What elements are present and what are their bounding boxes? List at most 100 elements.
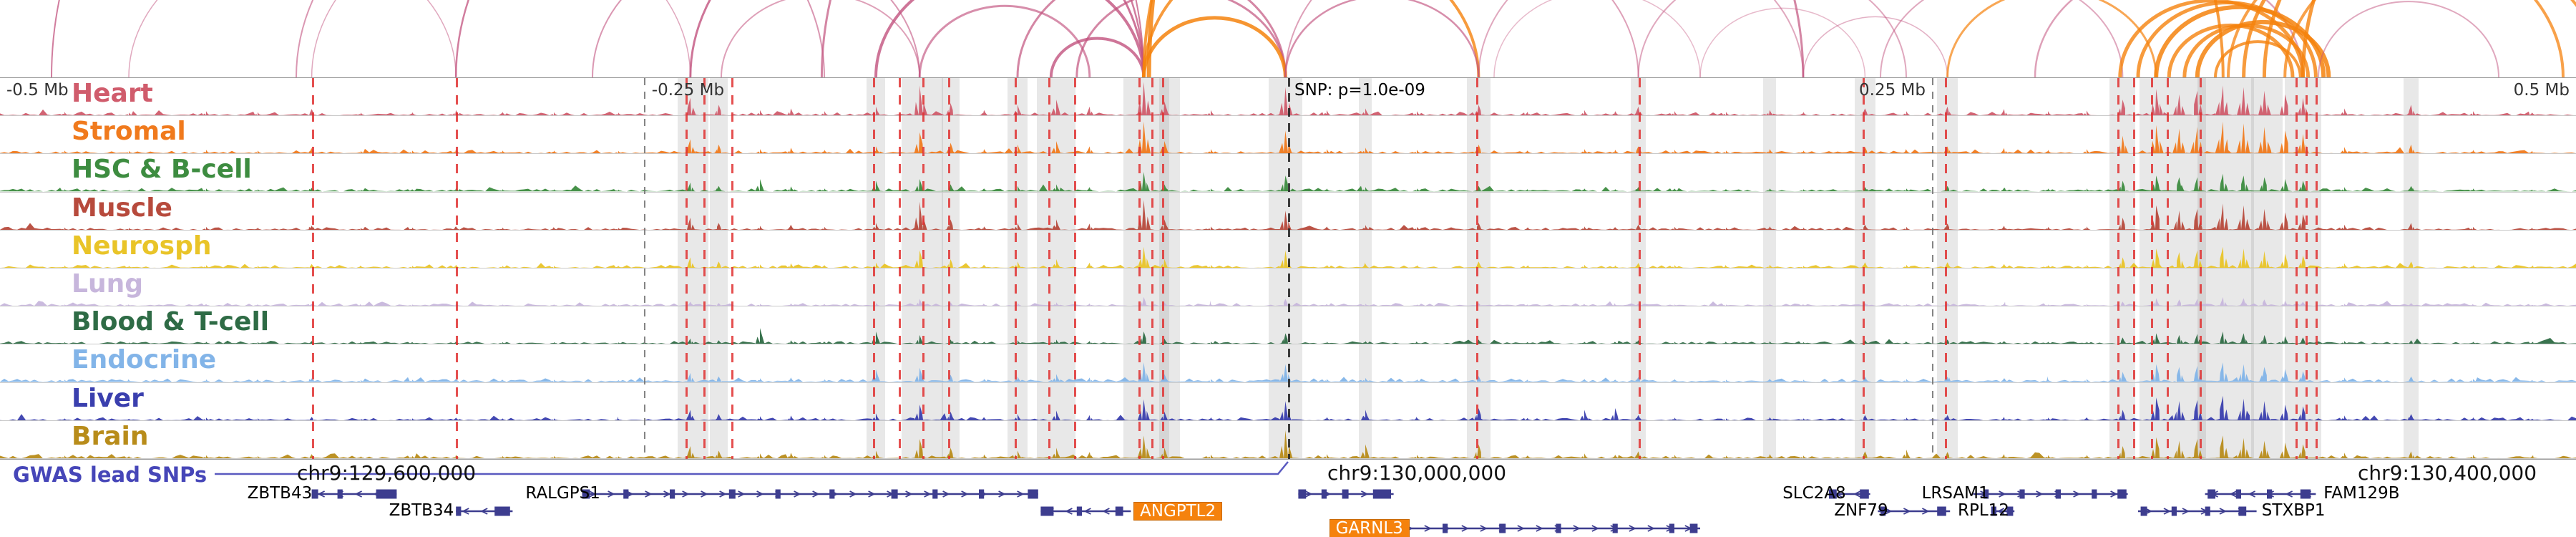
- gwas-snp-line: [456, 78, 459, 459]
- gene-annotation-track: ZBTB43 RALGPS1 SLC2A8 LRSAM1 FAM129B ZBTB34 AN…: [0, 485, 2576, 537]
- gene-label-ralgps1[interactable]: RALGPS1: [525, 484, 600, 503]
- gene-glyph-ralgps1[interactable]: [582, 489, 1038, 499]
- gwas-snp-line: [703, 78, 706, 459]
- chromatin-arc: [311, 0, 691, 77]
- chromatin-arc: [1049, 37, 1146, 77]
- chromatin-arc: [2227, 0, 2565, 77]
- chromatin-arc: [1075, 0, 1287, 77]
- highlight-band: [1359, 78, 1372, 459]
- scale-label: 0.5 Mb: [2513, 81, 2570, 100]
- track-label[interactable]: Liver: [72, 383, 144, 413]
- track-label[interactable]: Brain: [72, 421, 149, 451]
- gwas-snp-line: [2117, 78, 2120, 459]
- gene-glyph-lrsam1[interactable]: [1973, 489, 2128, 499]
- gene-glyph[interactable]: [1298, 489, 1394, 499]
- mb-gridline: [1932, 78, 1933, 459]
- chromatin-arc: [918, 4, 1091, 77]
- chromatin-arc: [1699, 7, 1866, 77]
- mb-gridline: [644, 78, 645, 459]
- chromatin-arc: [1946, 0, 2157, 77]
- signal-tracks-panel: Heart Stromal HSC & B-cell Muscle Neurosph Lu…: [0, 77, 2576, 460]
- gwas-snp-line: [1048, 78, 1051, 459]
- gwas-snp-line: [311, 78, 314, 459]
- track-label[interactable]: HSC & B-cell: [72, 155, 252, 185]
- gene-glyph-garnl3[interactable]: [1398, 523, 1700, 533]
- gene-glyph-zbtb43[interactable]: [311, 489, 397, 499]
- chromatin-arc: [1284, 0, 1639, 77]
- gene-label-znf79[interactable]: ZNF79: [1834, 501, 1888, 520]
- gwas-snp-line: [2166, 78, 2169, 459]
- track-label[interactable]: Stromal: [72, 117, 186, 147]
- gwas-snp-line: [731, 78, 734, 459]
- chromatin-arc: [1146, 0, 1156, 77]
- gene-label-slc2a8[interactable]: SLC2A8: [1782, 484, 1846, 503]
- gwas-snp-line: [685, 78, 688, 459]
- gene-label-zbtb43[interactable]: ZBTB43: [247, 484, 313, 503]
- chromatin-arc: [874, 0, 1146, 77]
- highlight-band: [1937, 78, 1958, 459]
- coordinate-label: chr9:130,400,000: [2357, 461, 2537, 485]
- chromatin-arc: [51, 0, 1145, 77]
- track-label[interactable]: Lung: [72, 268, 143, 299]
- highlight-band: [709, 78, 728, 459]
- gwas-snp-line: [2151, 78, 2153, 459]
- coordinate-label: chr9:129,600,000: [296, 461, 477, 485]
- chromatin-arc: [128, 0, 457, 77]
- gene-glyph-slc2a8[interactable]: [1829, 489, 1870, 499]
- chromatin-arc: [1637, 0, 1907, 77]
- track-label[interactable]: Neurosph: [72, 231, 212, 261]
- gwas-snp-line: [1015, 78, 1018, 459]
- gwas-lead-snps-label: GWAS lead SNPs: [13, 463, 208, 487]
- gene-label-lrsam1[interactable]: LRSAM1: [1921, 484, 1989, 503]
- gene-label-angptl2[interactable]: ANGPTL2: [1133, 502, 1223, 521]
- gwas-snp-line: [1862, 78, 1865, 459]
- highlight-band: [677, 78, 708, 459]
- gwas-snp-line: [2200, 78, 2202, 459]
- chromatin-arc: [2318, 1, 2499, 77]
- gwas-snp-line: [2295, 78, 2298, 459]
- signal-plot: [0, 296, 2576, 306]
- gene-label-rpl12[interactable]: RPL12: [1958, 501, 2009, 520]
- highlight-band: [867, 78, 885, 459]
- gene-glyph-angptl2[interactable]: [1040, 506, 1131, 516]
- gene-glyph-znf79[interactable]: [1878, 506, 1951, 516]
- track-label[interactable]: Muscle: [72, 193, 172, 223]
- gwas-snp-line: [1475, 78, 1478, 459]
- gwas-snp-line: [2132, 78, 2135, 459]
- track-label[interactable]: Endocrine: [72, 345, 217, 375]
- gwas-snp-line: [922, 78, 924, 459]
- signal-plot: [0, 172, 2576, 192]
- track-label[interactable]: Heart: [72, 79, 153, 108]
- gene-glyph-stxbp1[interactable]: [2138, 506, 2257, 516]
- chromatin-arc: [1493, 0, 1701, 77]
- gene-label-fam129b[interactable]: FAM129B: [2323, 484, 2400, 503]
- scale-label: 0.25 Mb: [1859, 81, 1926, 100]
- gwas-snp-line: [2306, 78, 2308, 459]
- gene-label-stxbp1[interactable]: STXBP1: [2261, 501, 2326, 520]
- gene-label-zbtb34[interactable]: ZBTB34: [389, 501, 454, 520]
- gene-glyph-fam129b[interactable]: [2205, 489, 2316, 499]
- gwas-snp-line: [2316, 78, 2318, 459]
- gene-label-garnl3[interactable]: GARNL3: [1329, 519, 1410, 537]
- gwas-snp-line: [1161, 78, 1164, 459]
- gwas-snp-connector-line: [215, 461, 1289, 475]
- gene-glyph-rpl12[interactable]: [1991, 506, 2015, 516]
- highlight-band: [1763, 78, 1777, 459]
- gene-glyph-zbtb34[interactable]: [456, 506, 513, 516]
- track-label[interactable]: Blood & T-cell: [72, 307, 270, 337]
- highlight-band: [2403, 78, 2419, 459]
- chromatin-arc: [2195, 19, 2331, 77]
- chromatin-arc: [2301, 0, 2316, 77]
- highlight-band: [1855, 78, 1875, 459]
- scale-label: -0.5 Mb: [6, 81, 69, 100]
- gwas-snp-line: [873, 78, 876, 459]
- chromatin-arc: [1016, 0, 1287, 77]
- gwas-snp-line: [947, 78, 950, 459]
- chromatin-arc: [1142, 0, 1480, 77]
- highlight-bands: [0, 78, 2576, 459]
- highlight-band: [1007, 78, 1028, 459]
- gwas-snp-line: [1945, 78, 1947, 459]
- chromatin-arc: [1141, 16, 1287, 77]
- gwas-snp-line: [899, 78, 902, 459]
